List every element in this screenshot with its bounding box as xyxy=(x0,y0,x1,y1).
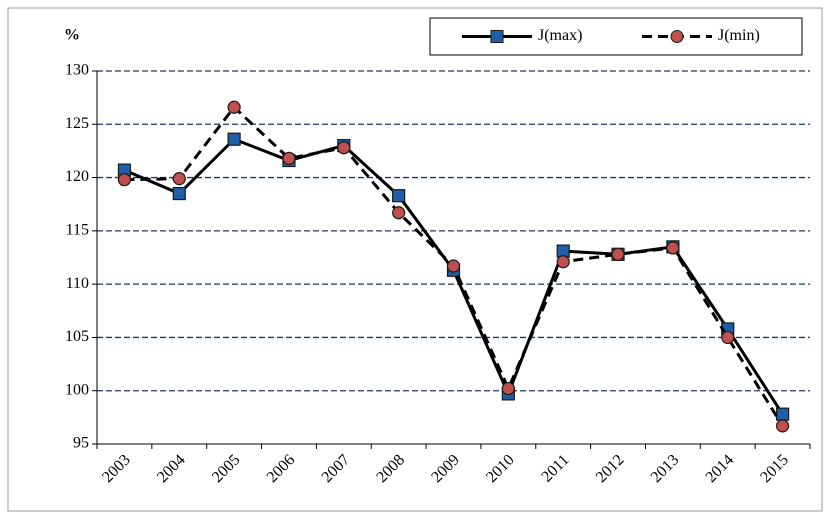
marker xyxy=(227,132,241,146)
legend-label: J(max) xyxy=(538,27,582,44)
marker xyxy=(392,189,406,203)
marker xyxy=(117,173,132,187)
y-tick-label: 115 xyxy=(66,222,89,239)
series xyxy=(117,100,790,433)
legend-marker xyxy=(490,30,504,43)
marker xyxy=(721,330,735,345)
y-tick-label: 95 xyxy=(73,435,89,452)
y-axis-label: % xyxy=(64,27,80,44)
marker xyxy=(775,419,790,433)
marker xyxy=(775,407,790,421)
y-tick-label: 120 xyxy=(65,168,89,185)
y-tick-label: 125 xyxy=(65,115,89,132)
y-tick-label: 105 xyxy=(65,328,89,345)
y-tick-label: 130 xyxy=(65,62,89,79)
legend-marker xyxy=(670,30,684,43)
legend-label: J(min) xyxy=(718,27,760,44)
marker xyxy=(282,151,296,165)
marker xyxy=(611,247,625,261)
marker xyxy=(392,206,406,220)
marker xyxy=(337,141,351,155)
marker xyxy=(446,259,461,273)
marker xyxy=(227,100,241,114)
marker xyxy=(666,241,680,255)
marker xyxy=(172,172,186,186)
y-tick-label: 100 xyxy=(65,381,89,398)
marker xyxy=(172,186,186,201)
chart-border xyxy=(7,7,823,512)
marker xyxy=(501,381,515,396)
y-tick-label: 110 xyxy=(66,275,89,292)
marker xyxy=(556,255,570,269)
